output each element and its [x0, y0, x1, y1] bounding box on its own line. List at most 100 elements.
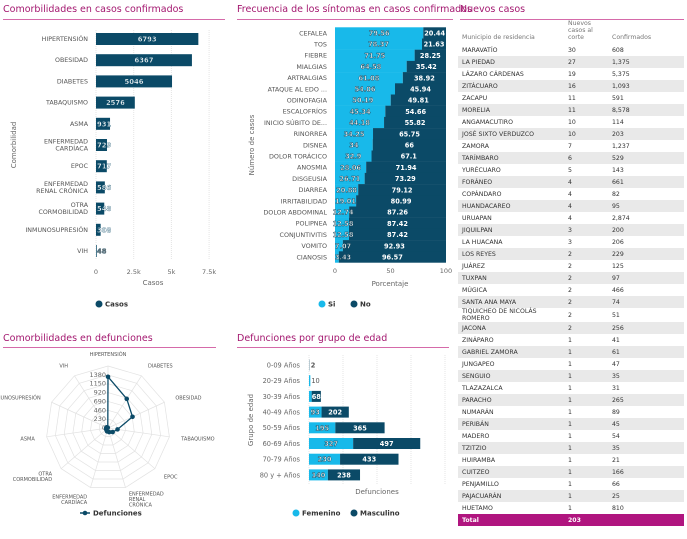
data-label-no: 66 — [405, 142, 415, 150]
table-row[interactable]: TLAZAZALCA 1 31 — [458, 382, 684, 394]
table-row[interactable]: JOSÉ SIXTO VERDUZCO 10 203 — [458, 128, 684, 140]
y-tick-label: 20-29 Años — [263, 377, 301, 385]
table-row[interactable]: HUETAMO 1 810 — [458, 502, 684, 514]
cell-municipio: MÚGICA — [462, 286, 488, 294]
table-row[interactable]: JUNGAPEO 1 47 — [458, 358, 684, 370]
y-tick-label: INMUNOSUPRESIÓN — [25, 225, 88, 234]
y-tick-label: ARTRALGIAS — [287, 74, 327, 82]
x-axis-title: Porcentaje — [372, 280, 409, 288]
table-row[interactable]: JUÁREZ 2 125 — [458, 260, 684, 272]
table-row[interactable]: ZITÁCUARO 16 1,093 — [458, 80, 684, 92]
cell-nuevos: 1 — [568, 384, 572, 392]
radar-axis-label: TABAQUISMO — [180, 436, 214, 442]
bar — [96, 117, 111, 130]
table-row[interactable]: PAJACUARÁN 1 25 — [458, 490, 684, 502]
table-row[interactable]: SANTA ANA MAYA 2 74 — [458, 296, 684, 308]
table-row[interactable]: LA HUACANA 3 206 — [458, 236, 684, 248]
bar-no — [385, 105, 446, 118]
table-row[interactable]: LOS REYES 2 229 — [458, 248, 684, 260]
bar-si — [335, 27, 424, 39]
bar-no — [349, 206, 446, 218]
data-label-si: 34.25 — [344, 130, 365, 138]
table-row[interactable]: TIQUICHEO DE NICOLÁS ROMERO 2 51 — [458, 308, 684, 322]
table-row[interactable]: ANGAMACUTIRO 10 114 — [458, 116, 684, 128]
cell-nuevos: 4 — [568, 202, 572, 210]
table-row[interactable]: FORÁNEO 4 661 — [458, 176, 684, 188]
table-row[interactable]: MORELIA 11 8,578 — [458, 104, 684, 116]
cell-municipio: FORÁNEO — [462, 178, 493, 186]
table-row[interactable]: MARAVATÍO 30 608 — [458, 44, 684, 56]
bar-masculino — [353, 438, 421, 449]
y-tick-label: ATAQUE AL EDO ... — [268, 85, 327, 93]
table-row[interactable]: JIQUILPAN 3 200 — [458, 224, 684, 236]
table-row[interactable]: ZAMORA 7 1,237 — [458, 140, 684, 152]
header-nuevos[interactable]: Nuevos casos al corte — [568, 20, 593, 41]
y-tick-label: OTRA CORMOBILIDAD — [38, 202, 88, 216]
radar-point — [110, 429, 115, 435]
table-row[interactable]: PENJAMILLO 1 66 — [458, 478, 684, 490]
table-row[interactable]: TUXPAN 2 97 — [458, 272, 684, 284]
cell-municipio: PAJACUARÁN — [462, 492, 502, 500]
table-row[interactable]: MADERO 1 54 — [458, 430, 684, 442]
table-row[interactable]: LA PIEDAD 27 1,375 — [458, 56, 684, 68]
data-label: 586 — [97, 184, 111, 192]
table-row[interactable]: ZINÁPARO 1 41 — [458, 334, 684, 346]
data-label: 717 — [97, 163, 111, 171]
divider — [3, 347, 216, 348]
table-row[interactable]: GABRIEL ZAMORA 1 61 — [458, 346, 684, 358]
bar-no — [384, 116, 446, 129]
radar-spoke — [107, 375, 142, 429]
y-tick-label: MIALGIAS — [296, 63, 327, 71]
data-label-masculino: 202 — [328, 409, 342, 417]
table-row[interactable]: TZITZIO 1 35 — [458, 442, 684, 454]
data-label-si: 34 — [349, 142, 359, 150]
table-row[interactable]: SENGUIO 1 35 — [458, 370, 684, 382]
table-row[interactable]: PARACHO 1 265 — [458, 394, 684, 406]
y-tick-label: ENFERMEDAD RENAL CRÓNICA — [36, 181, 89, 195]
y-tick-label: 0-09 Años — [267, 361, 301, 369]
table-row[interactable]: JACONA 2 256 — [458, 322, 684, 334]
table-row[interactable]: ZACAPU 11 591 — [458, 92, 684, 104]
data-label-si: 64.58 — [360, 63, 381, 71]
table-row[interactable]: COPÁNDARO 4 82 — [458, 188, 684, 200]
table-row[interactable]: CUITZEO 1 166 — [458, 466, 684, 478]
cell-municipio: LOS REYES — [462, 250, 496, 258]
radar-axis-label: OTRA CORMOBILIDAD — [13, 471, 53, 483]
legend-femenino: Femenino — [302, 510, 341, 518]
cell-confirmados: 529 — [612, 154, 624, 162]
x-axis-title: Casos — [143, 279, 164, 287]
cell-municipio: PARACHO — [462, 396, 492, 404]
bar-femenino — [309, 422, 336, 434]
table-row[interactable]: NUMARÁN 1 89 — [458, 406, 684, 418]
table-row[interactable]: HUIRAMBA 1 21 — [458, 454, 684, 466]
cell-confirmados: 143 — [612, 166, 624, 174]
header-confirmados[interactable]: Confirmados — [612, 34, 652, 41]
cell-nuevos: 4 — [568, 190, 572, 198]
legend-casos-marker — [95, 300, 103, 308]
table-row[interactable]: URUAPAN 4 2,874 — [458, 212, 684, 224]
radar-tick-label: 1150 — [89, 380, 106, 388]
data-label-si: 32.9 — [345, 153, 362, 161]
table-row[interactable]: HUANDACAREO 4 95 — [458, 200, 684, 212]
radar-grid — [98, 418, 118, 437]
legend-defunciones-marker — [82, 510, 88, 516]
table-row[interactable]: YURÉCUARO 5 143 — [458, 164, 684, 176]
title-comorbilidades-defunciones: Comorbilidades en defunciones — [3, 333, 153, 344]
bar-no — [390, 94, 446, 106]
bar-masculino — [335, 422, 385, 434]
bar-si — [335, 172, 365, 185]
bar-si — [335, 94, 391, 106]
table-row[interactable]: MÚGICA 2 466 — [458, 284, 684, 296]
bar-si — [335, 217, 349, 230]
table-row[interactable]: TARÍMBARO 6 529 — [458, 152, 684, 164]
bar-no — [372, 139, 446, 151]
bar-no — [356, 195, 446, 207]
table-row[interactable]: LÁZARO CÁRDENAS 19 5,375 — [458, 68, 684, 80]
data-label-si: 12.58 — [333, 220, 354, 228]
header-municipio[interactable]: Municipio de residencia — [462, 34, 535, 41]
bar — [96, 33, 199, 45]
table-row[interactable]: PERIBÁN 1 45 — [458, 418, 684, 430]
bar-masculino — [340, 453, 399, 465]
y-axis-title: Número de casos — [248, 114, 256, 175]
y-tick-label: 40-49 Años — [263, 409, 301, 417]
